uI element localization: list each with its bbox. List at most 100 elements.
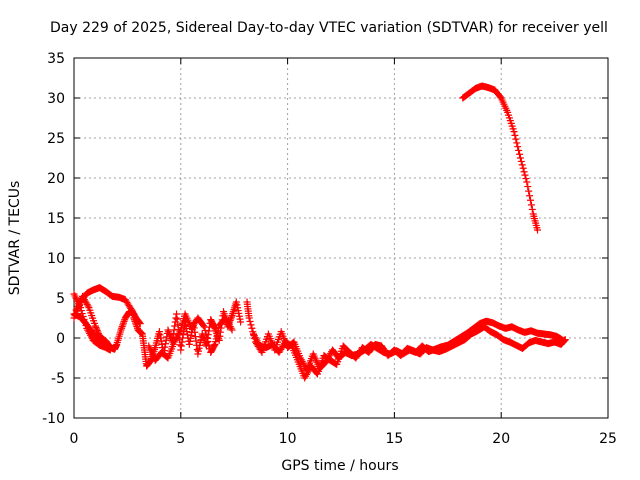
data-point (118, 324, 126, 332)
data-point (178, 338, 186, 346)
data-point (512, 135, 520, 143)
y-tick-label: 35 (47, 51, 65, 67)
data-point (204, 337, 212, 345)
y-tick-label: 10 (47, 251, 65, 267)
data-point (521, 171, 529, 179)
data-point (132, 321, 140, 329)
data-point (201, 326, 209, 334)
data-point (523, 178, 531, 186)
data-point (93, 325, 101, 333)
data-point (133, 323, 141, 331)
data-point (176, 328, 184, 336)
data-point (191, 328, 199, 336)
data-point (526, 192, 534, 200)
data-point (186, 337, 194, 345)
data-point (520, 168, 528, 176)
grid (74, 58, 608, 418)
data-point (228, 326, 236, 334)
data-point (534, 226, 542, 234)
data-point (524, 183, 532, 191)
data-point (510, 128, 518, 136)
data-point (130, 316, 138, 324)
data-point (202, 330, 210, 338)
data-point (157, 337, 165, 345)
data-point (177, 342, 185, 350)
data-point (200, 323, 208, 331)
data-point (173, 315, 181, 323)
data-point (526, 196, 534, 204)
data-point (130, 314, 138, 322)
data-point (515, 146, 523, 154)
data-point (518, 161, 526, 169)
data-point (155, 328, 163, 336)
x-tick-labels: 0 5 10 15 20 25 (70, 431, 617, 447)
data-point (245, 314, 253, 322)
data-point (119, 319, 127, 327)
data-point (215, 336, 223, 344)
data-point (248, 324, 256, 332)
data-point (192, 337, 200, 345)
data-point (525, 187, 533, 195)
data-point (183, 328, 191, 336)
data-point (184, 331, 192, 339)
data-point (187, 334, 195, 342)
data-point (156, 331, 164, 339)
data-point (92, 323, 100, 331)
data-point (185, 340, 193, 348)
data-point (84, 302, 92, 310)
data-point (177, 346, 185, 354)
data-point (517, 157, 525, 165)
x-axis-label: GPS time / hours (281, 458, 398, 474)
data-point (157, 334, 165, 342)
axis-ticks (73, 57, 609, 419)
data-point (191, 333, 199, 341)
x-tick-label: 0 (70, 431, 79, 447)
data-point (119, 321, 127, 329)
y-tick-label: 0 (56, 331, 65, 347)
data-point (514, 143, 522, 151)
data-point (513, 139, 521, 147)
data-point (161, 343, 169, 351)
y-tick-label: -5 (51, 371, 65, 387)
y-tick-label: 25 (47, 131, 65, 147)
data-point (560, 337, 568, 345)
data-point (187, 331, 195, 339)
data-point (246, 317, 254, 325)
data-point (237, 318, 245, 326)
plot-frame (73, 57, 609, 419)
data-point (162, 340, 170, 348)
x-tick-label: 25 (599, 431, 617, 447)
x-tick-label: 10 (279, 431, 297, 447)
data-point (247, 321, 255, 329)
x-tick-label: 20 (492, 431, 510, 447)
chart-title: Day 229 of 2025, Sidereal Day-to-day VTE… (50, 20, 608, 36)
data-point (199, 332, 207, 340)
x-tick-label: 15 (385, 431, 403, 447)
data-point (199, 322, 207, 330)
data-point (200, 335, 208, 343)
data-point (227, 313, 235, 321)
data-point (227, 324, 235, 332)
y-tick-label: 5 (56, 291, 65, 307)
y-tick-label: 20 (47, 171, 65, 187)
data-point (118, 323, 126, 331)
y-axis-label: SDTVAR / TECUs (7, 181, 23, 296)
data-point (120, 317, 128, 325)
data-point (516, 154, 524, 162)
y-tick-label: -10 (42, 411, 65, 427)
data-point (511, 131, 519, 139)
data-point (174, 320, 182, 328)
x-tick-label: 5 (176, 431, 185, 447)
data-point (93, 326, 101, 334)
data-point (173, 310, 181, 318)
y-tick-labels: -10 -5 0 5 10 15 20 25 30 35 (42, 51, 65, 427)
data-point (171, 322, 179, 330)
data-points (70, 82, 569, 382)
data-point (561, 336, 569, 344)
data-point (561, 336, 569, 344)
data-point (516, 150, 524, 158)
data-point (203, 334, 211, 342)
data-point (104, 342, 112, 350)
data-point (210, 342, 218, 350)
data-point (132, 319, 140, 327)
